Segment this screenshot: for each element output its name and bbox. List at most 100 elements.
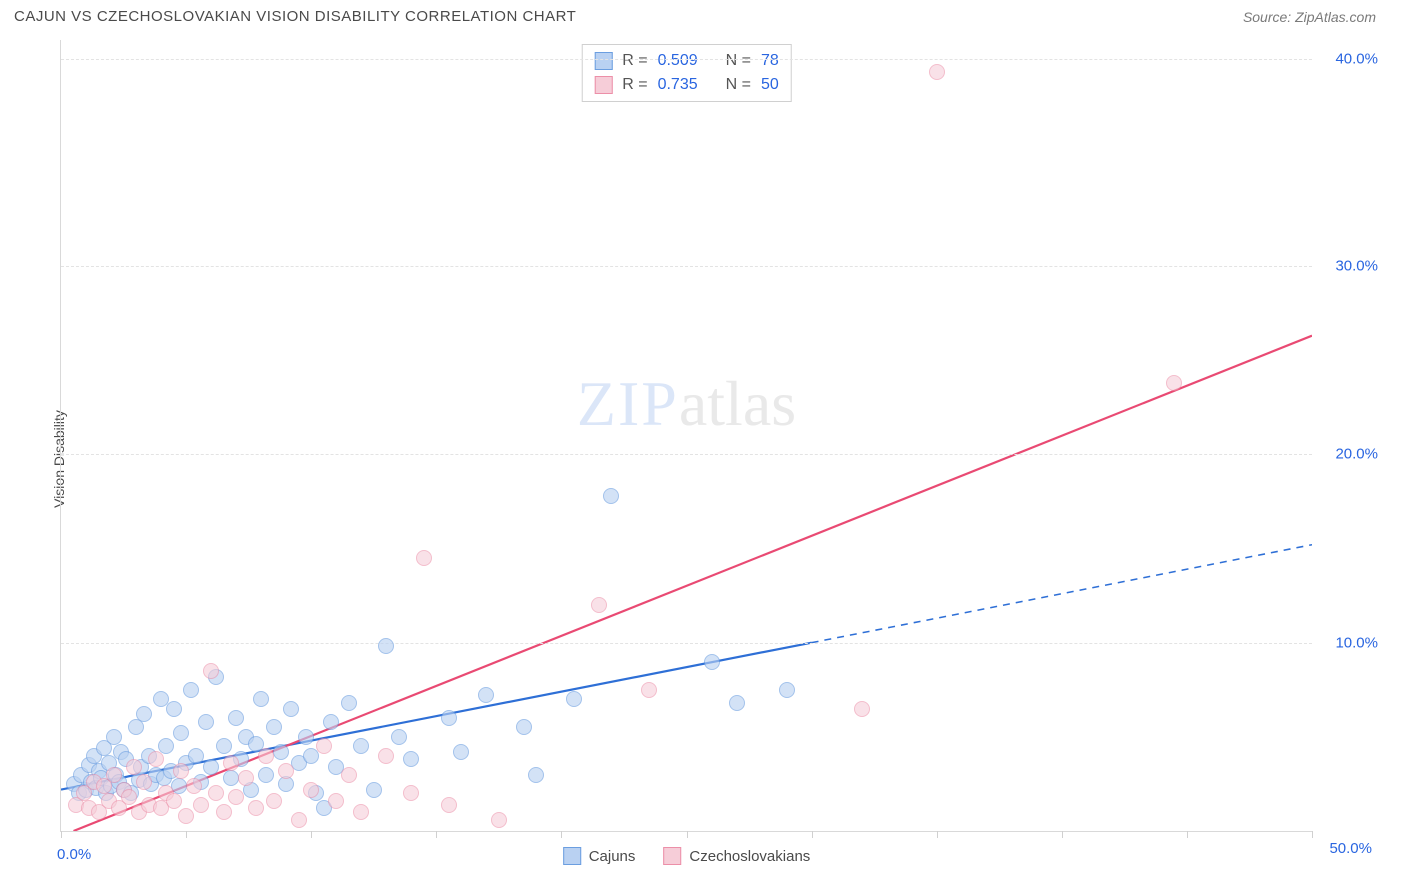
data-point (248, 800, 264, 816)
x-tick (61, 831, 62, 838)
legend-swatch (594, 52, 612, 70)
data-point (516, 719, 532, 735)
data-point (188, 748, 204, 764)
legend-item: Cajuns (563, 847, 636, 865)
legend-swatch (663, 847, 681, 865)
data-point (126, 759, 142, 775)
data-point (198, 714, 214, 730)
stat-value-r: 0.735 (658, 73, 698, 97)
data-point (291, 812, 307, 828)
data-point (136, 706, 152, 722)
stat-label-n: N = (726, 73, 751, 97)
data-point (183, 682, 199, 698)
data-point (266, 719, 282, 735)
data-point (854, 701, 870, 717)
y-tick-label: 10.0% (1335, 634, 1378, 651)
chart-title: CAJUN VS CZECHOSLOVAKIAN VISION DISABILI… (14, 8, 576, 25)
data-point (178, 808, 194, 824)
data-point (148, 751, 164, 767)
data-point (283, 701, 299, 717)
x-tick (436, 831, 437, 838)
x-tick (937, 831, 938, 838)
stats-row: R =0.735N =50 (594, 73, 779, 97)
data-point (266, 793, 282, 809)
series-legend: Cajuns Czechoslovakians (563, 847, 811, 865)
legend-swatch (563, 847, 581, 865)
data-point (106, 729, 122, 745)
data-point (591, 597, 607, 613)
regression-lines (61, 40, 1312, 831)
data-point (378, 748, 394, 764)
data-point (453, 744, 469, 760)
data-point (136, 774, 152, 790)
data-point (203, 663, 219, 679)
data-point (729, 695, 745, 711)
legend-item: Czechoslovakians (663, 847, 810, 865)
plot-area: ZIPatlas R =0.509N =78R =0.735N =50 Caju… (60, 40, 1312, 832)
x-tick-label: 0.0% (57, 846, 91, 863)
data-point (353, 738, 369, 754)
data-point (166, 701, 182, 717)
data-point (166, 793, 182, 809)
data-point (278, 763, 294, 779)
y-tick-label: 20.0% (1335, 446, 1378, 463)
data-point (378, 638, 394, 654)
x-tick (311, 831, 312, 838)
gridline (61, 454, 1312, 455)
data-point (341, 767, 357, 783)
data-point (528, 767, 544, 783)
data-point (216, 738, 232, 754)
data-point (208, 785, 224, 801)
gridline (61, 266, 1312, 267)
legend-swatch (594, 76, 612, 94)
chart-header: CAJUN VS CZECHOSLOVAKIAN VISION DISABILI… (0, 0, 1406, 33)
data-point (228, 710, 244, 726)
data-point (121, 789, 137, 805)
data-point (298, 729, 314, 745)
data-point (258, 748, 274, 764)
x-tick (1312, 831, 1313, 838)
data-point (403, 751, 419, 767)
data-point (929, 64, 945, 80)
data-point (253, 691, 269, 707)
data-point (223, 755, 239, 771)
y-tick-label: 40.0% (1335, 50, 1378, 67)
x-tick (687, 831, 688, 838)
data-point (203, 759, 219, 775)
data-point (216, 804, 232, 820)
stat-label-r: R = (622, 73, 647, 97)
data-point (704, 654, 720, 670)
data-point (366, 782, 382, 798)
data-point (228, 789, 244, 805)
data-point (173, 763, 189, 779)
data-point (478, 687, 494, 703)
data-point (391, 729, 407, 745)
data-point (441, 797, 457, 813)
data-point (273, 744, 289, 760)
x-tick (186, 831, 187, 838)
watermark-zip: ZIP (577, 368, 679, 439)
data-point (491, 812, 507, 828)
legend-label: Czechoslovakians (689, 848, 810, 865)
data-point (779, 682, 795, 698)
y-tick-label: 30.0% (1335, 258, 1378, 275)
chart-source: Source: ZipAtlas.com (1243, 9, 1376, 25)
data-point (353, 804, 369, 820)
data-point (238, 770, 254, 786)
data-point (323, 714, 339, 730)
data-point (316, 738, 332, 754)
data-point (341, 695, 357, 711)
gridline (61, 643, 1312, 644)
stat-label-n: N = (726, 49, 751, 73)
data-point (258, 767, 274, 783)
chart-container: Vision Disability ZIPatlas R =0.509N =78… (14, 40, 1392, 878)
stats-row: R =0.509N =78 (594, 49, 779, 73)
data-point (441, 710, 457, 726)
watermark-atlas: atlas (679, 368, 796, 439)
data-point (193, 797, 209, 813)
gridline (61, 59, 1312, 60)
data-point (106, 767, 122, 783)
data-point (186, 778, 202, 794)
stat-value-n: 78 (761, 49, 779, 73)
data-point (641, 682, 657, 698)
